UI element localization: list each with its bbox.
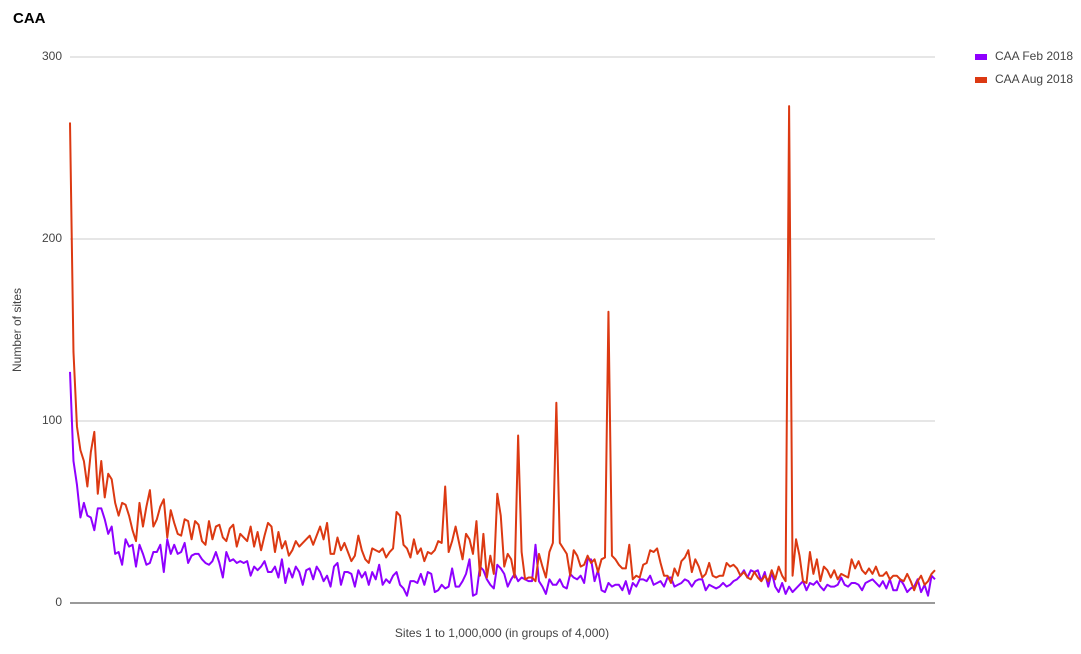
legend-swatch	[975, 54, 987, 60]
y-tick-label: 100	[42, 413, 62, 427]
series-line	[69, 371, 936, 597]
y-tick-label: 300	[42, 49, 62, 63]
legend-label: CAA Feb 2018	[995, 49, 1073, 63]
y-axis-label: Number of sites	[10, 288, 24, 372]
y-tick-label: 200	[42, 231, 62, 245]
legend-label: CAA Aug 2018	[995, 72, 1073, 86]
x-axis-label: Sites 1 to 1,000,000 (in groups of 4,000…	[395, 626, 609, 640]
legend-swatch	[975, 77, 987, 83]
series-line	[69, 105, 936, 592]
y-tick-label: 0	[55, 595, 62, 609]
chart-title: CAA	[13, 10, 46, 27]
